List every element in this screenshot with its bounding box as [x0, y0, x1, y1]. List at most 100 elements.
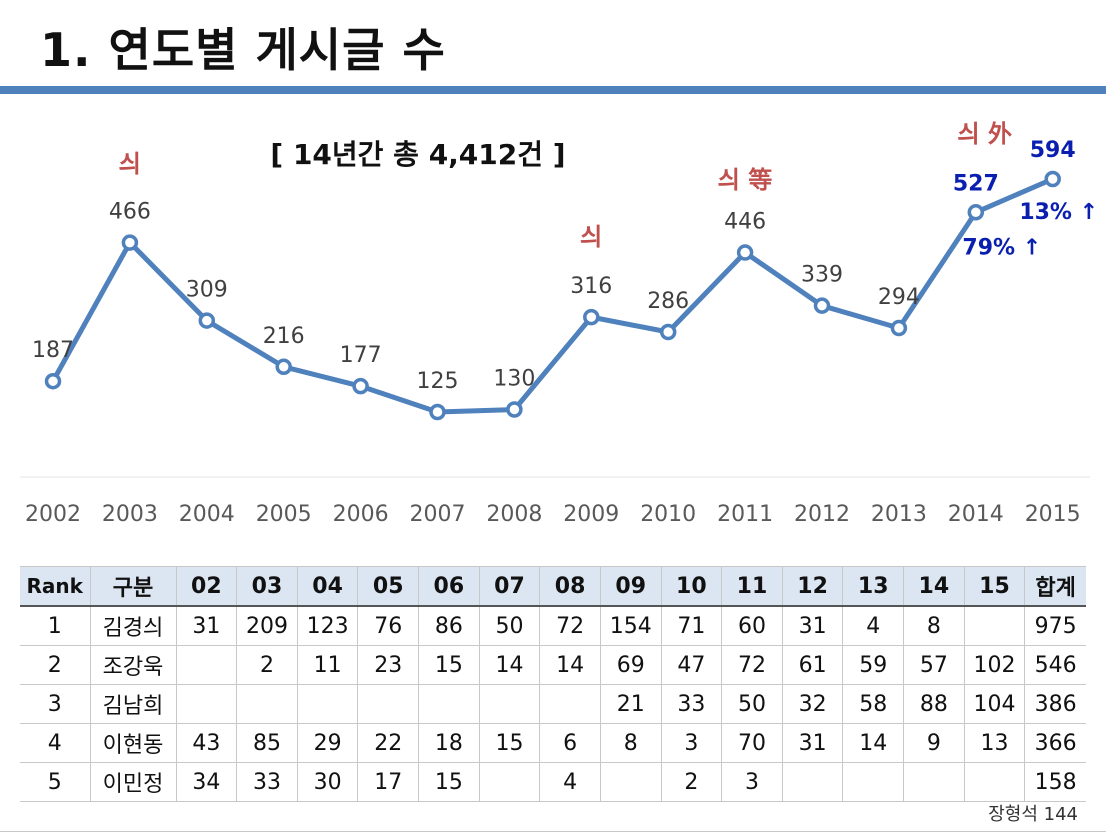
table-cell: 14: [478, 645, 541, 685]
table-cell: [539, 684, 601, 724]
table-cell: 8: [599, 723, 662, 763]
table-cell: 60: [721, 605, 783, 646]
x-tick-label: 2007: [410, 502, 466, 527]
table-cell: [478, 762, 541, 802]
table-cell: 104: [963, 684, 1026, 724]
x-tick-label: 2006: [333, 502, 389, 527]
table-header-year-12: 12: [781, 566, 844, 607]
annotation-note: 싀: [580, 223, 602, 251]
table-cell: [963, 762, 1026, 802]
series-line: [50, 176, 1054, 415]
table-header-year-14: 14: [903, 566, 965, 607]
table-cell: 76: [357, 605, 420, 646]
table-cell: [418, 684, 480, 724]
table-cell: 11: [296, 645, 359, 685]
table-cell: [175, 684, 238, 724]
table-cell: [599, 762, 662, 802]
x-tick-label: 2008: [486, 502, 542, 527]
table-header-year-05: 05: [357, 566, 420, 607]
x-tick-label: 2003: [102, 502, 158, 527]
table-cell: 33: [236, 762, 298, 802]
table-cell: 14: [842, 723, 905, 763]
table-cell: 6: [539, 723, 601, 763]
line-chart: [ 14년간 총 4,412건 ] 187 466 309 216 177 125 130 3…: [20, 120, 1098, 527]
x-tick-label: 2012: [794, 502, 850, 527]
data-point: [659, 323, 677, 341]
table-cell: 50: [721, 684, 783, 724]
table-cell: 209: [236, 605, 298, 646]
table-header-year-03: 03: [236, 566, 298, 607]
table-header-year-04: 04: [296, 566, 359, 607]
table-cell: 4: [20, 723, 91, 763]
table-row: 4 이현동 43 85 29 22 18 15 6 8 3 70 31 14 9 13 366: [20, 723, 1086, 763]
table-header-year-13: 13: [842, 566, 905, 607]
data-label: 446: [724, 210, 766, 235]
table-cell: [781, 762, 844, 802]
table-cell: 47: [660, 645, 723, 685]
table-header-category: 구분: [89, 566, 177, 607]
table-cell: 15: [478, 723, 541, 763]
table-cell: 33: [660, 684, 723, 724]
data-point: [1044, 170, 1061, 188]
table-cell: 15: [418, 645, 480, 685]
table-cell: 이현동: [89, 723, 177, 763]
table-header-year-09: 09: [599, 566, 662, 607]
data-label: 177: [340, 343, 382, 368]
posts-table: Rank 구분 02 03 04 05 06 07 08 09 10 11 12 13 14 15 합계 1 김경…: [20, 566, 1086, 802]
table-cell: 2: [236, 645, 298, 685]
table-cell: 29: [296, 723, 359, 763]
table-cell: 43: [175, 723, 238, 763]
table-header-year-10: 10: [660, 566, 723, 607]
table-cell: 23: [357, 645, 420, 685]
table-header-year-02: 02: [175, 566, 238, 607]
table-row: 3 김남희 21 33 50 32 58 88 104 386: [20, 684, 1086, 724]
table-cell: 546: [1024, 645, 1086, 685]
title-underline: [0, 86, 1106, 94]
table-header-year-07: 07: [478, 566, 541, 607]
data-point: [813, 297, 831, 314]
table-cell: 386: [1024, 684, 1086, 724]
table-cell: 86: [418, 605, 480, 646]
data-label: 286: [647, 289, 689, 314]
table-cell: [963, 605, 1026, 646]
table-header-rank: Rank: [20, 566, 91, 607]
table-cell: 85: [236, 723, 298, 763]
data-point: [506, 401, 523, 418]
x-tick-label: 2009: [563, 502, 619, 527]
table-cell: [842, 762, 905, 802]
data-label: 294: [878, 285, 920, 310]
table-cell: [175, 645, 238, 685]
table-cell: 5: [20, 762, 91, 802]
table-header-row: Rank 구분 02 03 04 05 06 07 08 09 10 11 12 13 14 15 합계: [20, 566, 1086, 607]
table-cell: 32: [781, 684, 844, 724]
table-row: 5 이민정 34 33 30 17 15 4 2 3 158: [20, 762, 1086, 802]
data-label: 130: [493, 367, 535, 392]
table-cell: 71: [660, 605, 723, 646]
table-cell: 9: [903, 723, 965, 763]
table-cell: 61: [781, 645, 844, 685]
data-label: 309: [186, 278, 228, 303]
table-cell: 158: [1024, 762, 1086, 802]
data-label: 466: [109, 200, 151, 225]
table-cell: 57: [903, 645, 965, 685]
table-cell: [903, 762, 965, 802]
data-point: [890, 319, 908, 337]
table-cell: 34: [175, 762, 238, 802]
table-cell: 8: [903, 605, 965, 646]
table-cell: 31: [781, 605, 844, 646]
table-cell: 31: [175, 605, 238, 646]
data-point: [429, 403, 446, 421]
table-cell: 58: [842, 684, 905, 724]
data-label: 316: [570, 274, 612, 299]
chart-summary: [ 14년간 총 4,412건 ]: [270, 138, 565, 171]
data-label: 527: [953, 171, 999, 196]
table-cell: 13: [963, 723, 1026, 763]
table-cell: 70: [721, 723, 783, 763]
data-point: [198, 312, 216, 329]
data-label: 216: [263, 324, 305, 349]
x-tick-label: 2014: [948, 502, 1004, 527]
table-header-year-06: 06: [418, 566, 480, 607]
table-cell: 102: [963, 645, 1026, 685]
page-title: 1. 연도별 게시글 수: [40, 23, 446, 77]
table-cell: 1: [20, 605, 91, 646]
